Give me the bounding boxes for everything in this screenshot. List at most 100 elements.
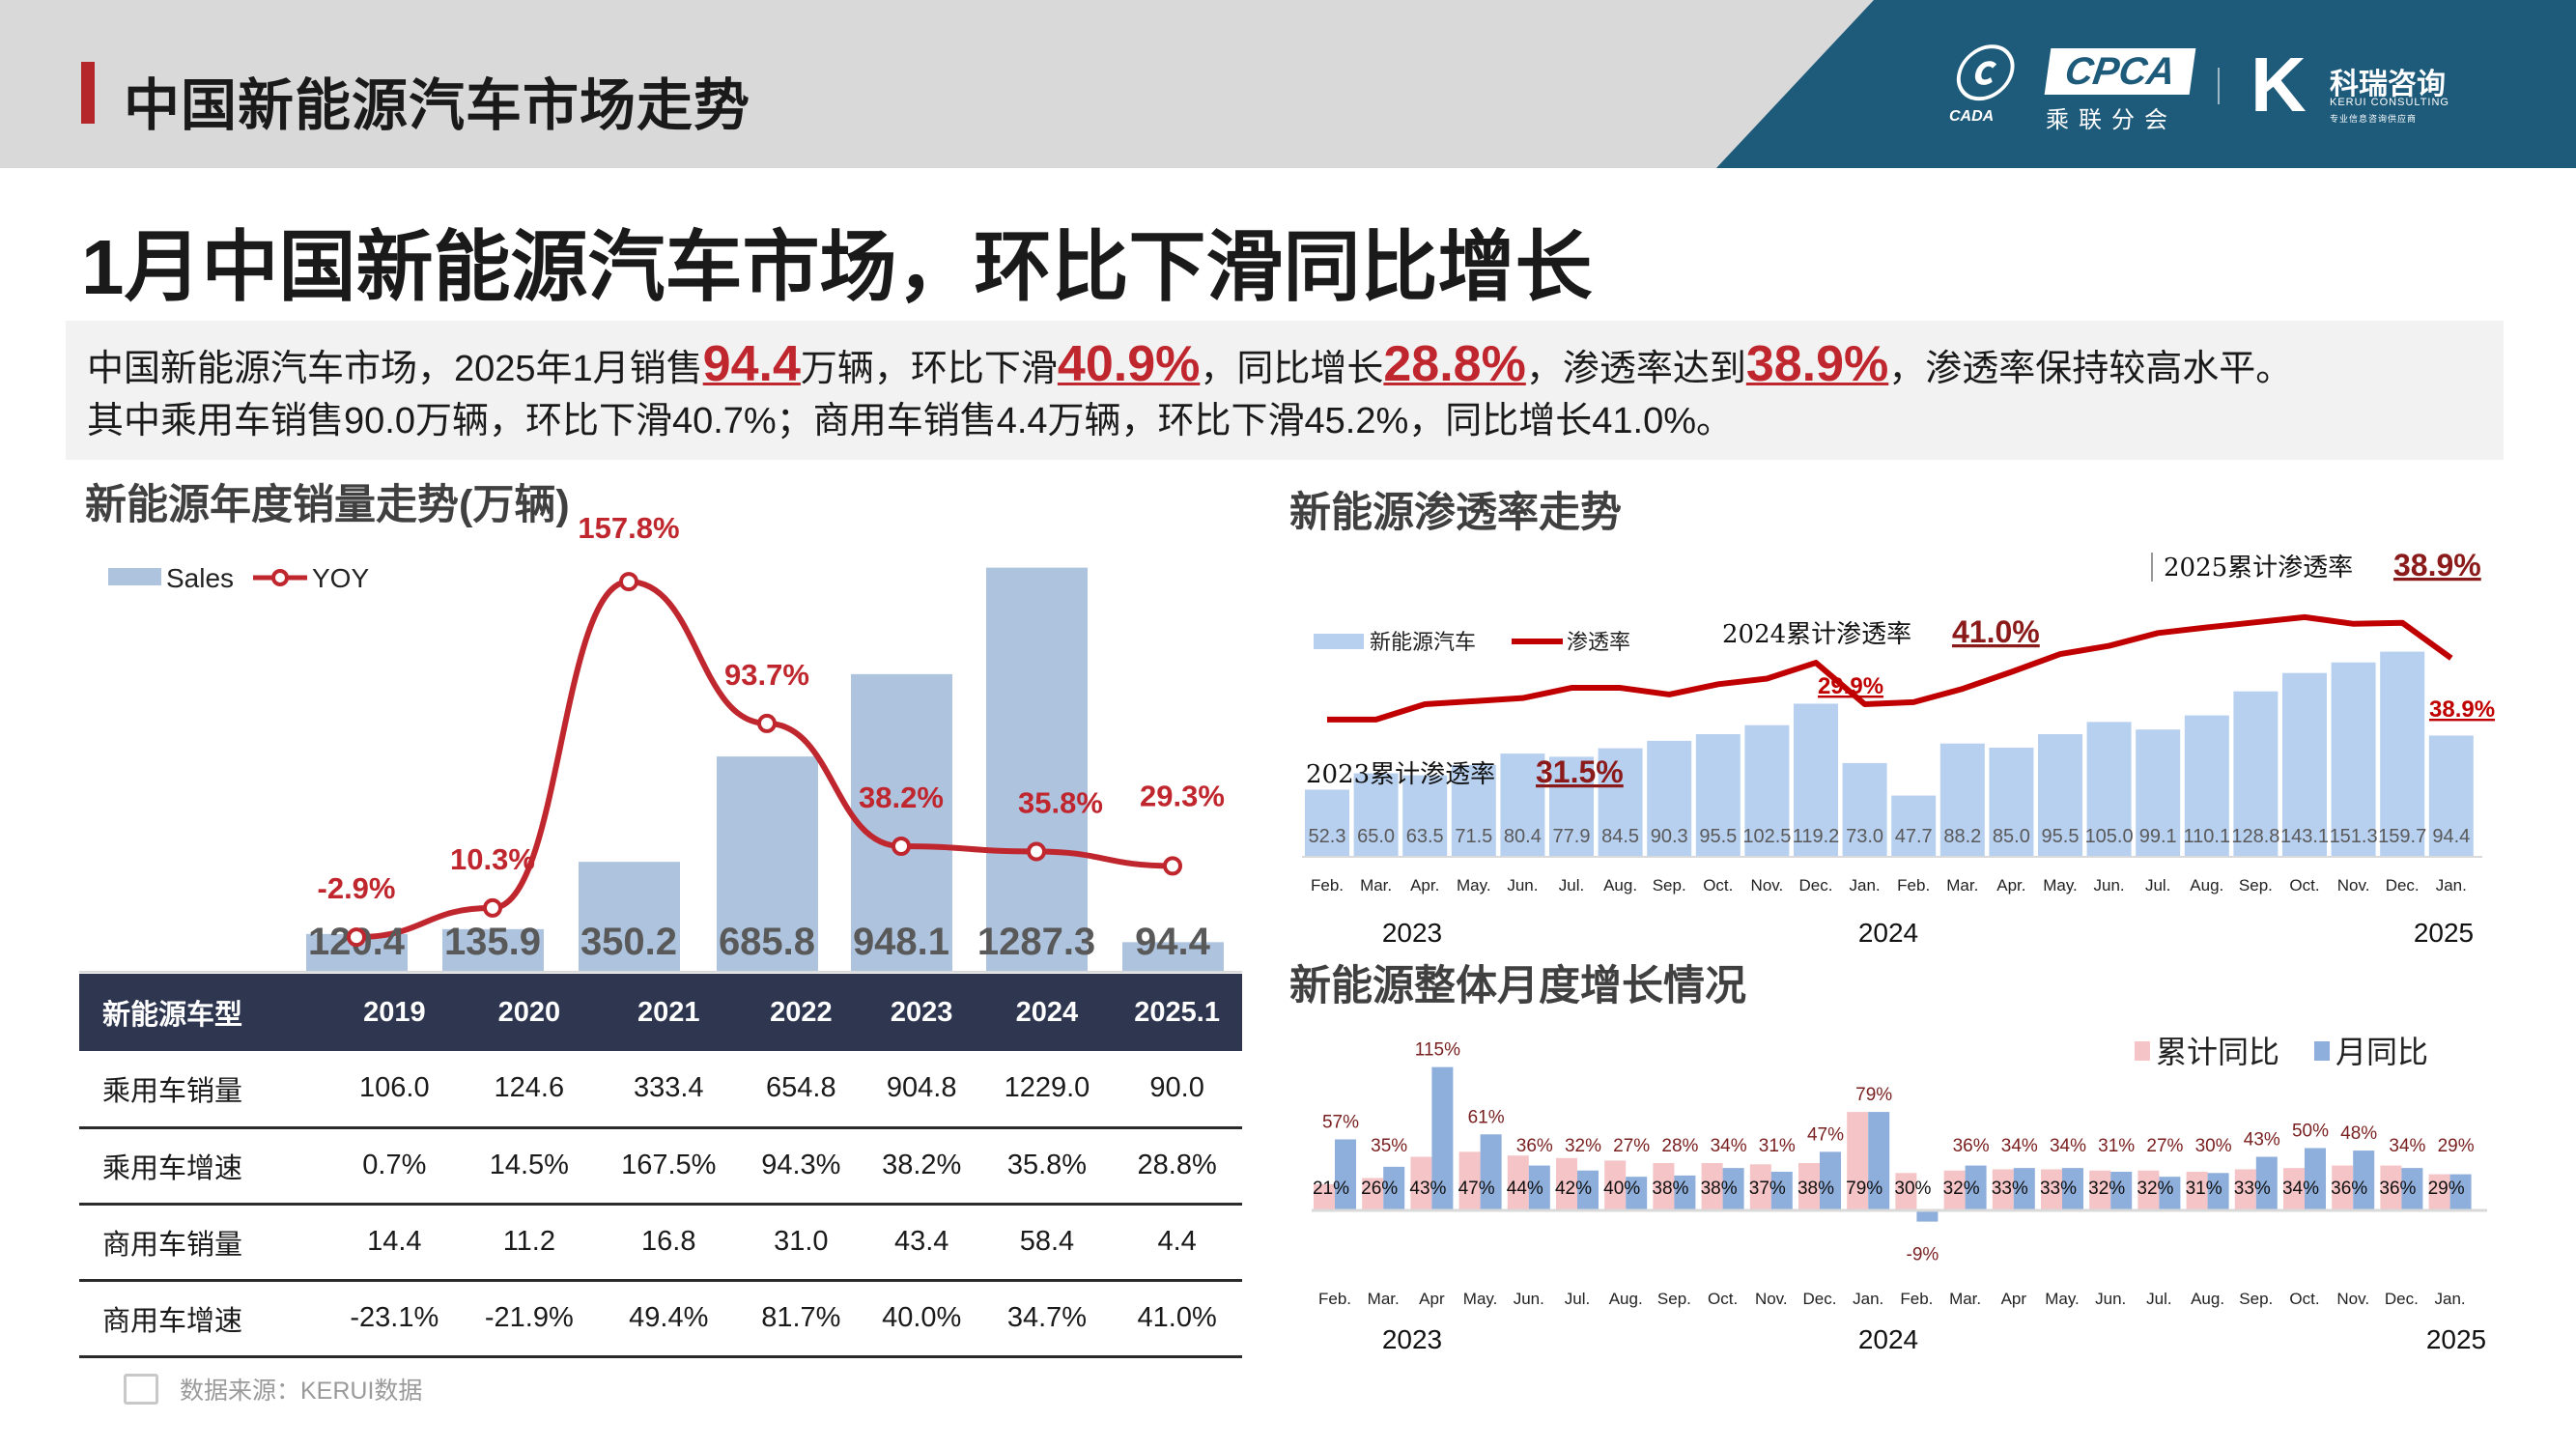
table-cell: 4.4 [1112,1204,1242,1282]
sales-table: 新能源车型 2019 2020 2021 2022 2023 2024 2025.1 乘用车销… [79,974,1242,1358]
penetration-jan24-label: 29.9% [1818,673,1883,699]
month-label: Apr. [1410,876,1439,895]
month-label: Jan. [1853,1290,1883,1308]
monthly-yoy-bar [1577,1170,1599,1210]
monthly-yoy-label: 36% [1953,1136,1990,1156]
table-cell: 90.0 [1112,1051,1242,1129]
summary-highlight-yoy: 28.8% [1383,336,1526,392]
month-label: Nov. [2336,1290,2369,1308]
cumulative-yoy-bar [1314,1183,1335,1210]
vehicle-bar [2086,722,2132,857]
calendar-icon [124,1374,158,1405]
monthly-yoy-bar [2159,1177,2181,1210]
vehicle-bar-label: 71.5 [1455,826,1492,847]
table-header-cell: 2025.1 [1112,974,1242,1051]
month-label: Jul. [1565,1290,1590,1308]
vehicle-bar [2380,651,2425,857]
monthly-yoy-label: 35% [1371,1136,1407,1156]
summary-highlight-sales: 94.4 [702,336,801,392]
vehicle-bar-label: 119.2 [1793,826,1840,847]
cumulative-yoy-bar [1749,1164,1771,1210]
month-label: Feb. [1318,1290,1351,1308]
table-cell: 106.0 [326,1051,463,1129]
legend-vehicle-label: 新能源汽车 [1370,630,1476,654]
yoy-label: 157.8% [578,511,679,545]
month-label: Oct. [1703,876,1733,895]
sales-label: 135.9 [444,921,541,963]
month-label: Oct. [2289,876,2319,895]
monthly-yoy-label: 30% [2195,1136,2232,1156]
month-label: Oct. [2289,1290,2319,1308]
annotation-2024-value: 41.0% [1952,614,2040,649]
monthly-yoy-bar [1722,1168,1744,1210]
table-cell: 904.8 [861,1051,982,1129]
annotation-2023-text: 2023累计渗透率 [1306,760,1495,789]
yoy-marker [757,713,777,733]
header-title: 中国新能源汽车市场走势 [124,74,751,137]
month-label: Jun. [2095,1290,2126,1308]
penetration-chart-title: 新能源渗透率走势 [1289,490,1622,536]
sales-bar [442,928,544,972]
table-header-row: 新能源车型 2019 2020 2021 2022 2023 2024 2025.1 [79,974,1242,1051]
annotation-2024-text: 2024累计渗透率 [1722,620,1911,649]
monthly-yoy-label: 43% [2244,1130,2280,1151]
table-cell: -21.9% [462,1280,597,1358]
cumulative-yoy-bar [1653,1162,1675,1210]
month-label: Apr [2001,1290,2027,1308]
month-label: Jul. [2146,1290,2171,1308]
vehicle-bar-label: 47.7 [1895,826,1933,847]
sales-bar [717,756,818,972]
monthly-yoy-bar [1868,1112,1890,1210]
table-header-cell: 新能源车型 [79,974,327,1051]
vehicle-bar [1842,762,1887,857]
kerui-logo-sub: 专业信息咨询供应商 [2330,114,2418,124]
annual-sales-chart-title: 新能源年度销量走势(万辆) [85,482,570,528]
table-cell: 11.2 [462,1204,597,1282]
month-label: Mar. [1360,876,1392,895]
legend-monthly-swatch [2314,1041,2330,1061]
month-label: Jun. [1507,876,1538,895]
month-label: Aug. [1603,876,1637,895]
table-cell: 58.4 [981,1204,1113,1282]
table-cell: -23.1% [326,1280,463,1358]
table-header-cell: 2023 [861,974,982,1051]
monthly-yoy-label: 61% [1468,1107,1505,1127]
sales-bar [851,673,952,972]
penetration-line [1327,613,2453,723]
month-label: Nov. [2337,876,2370,895]
table-row-label: 商用车销量 [79,1204,327,1282]
vehicle-bar-label: 95.5 [1699,826,1737,847]
legend-monthly-label: 月同比 [2335,1035,2428,1069]
vehicle-bar-label: 99.1 [2139,826,2177,847]
table-cell: 34.7% [981,1280,1113,1358]
cumulative-yoy-bar [2380,1165,2402,1210]
vehicle-bar-label: 159.7 [2378,826,2426,847]
sales-label: 350.2 [580,921,677,963]
monthly-yoy-label: 57% [1322,1112,1359,1132]
monthly-yoy-label: 34% [2050,1136,2086,1156]
vehicle-bar [1402,775,1448,857]
month-label: Jan. [2436,876,2467,895]
monthly-yoy-bar [2401,1168,2423,1210]
table-cell: 38.2% [861,1127,982,1206]
table-cell: 43.4 [861,1204,982,1282]
vehicle-bar [1353,773,1399,857]
table-cell: 167.5% [596,1127,741,1206]
month-label: May. [1463,1290,1498,1308]
month-label: Sep. [1653,876,1686,895]
monthly-yoy-bar [2255,1156,2278,1210]
summary-text: ，渗透率保持较高水平。 [1888,349,2293,389]
yoy-label: 10.3% [450,842,535,876]
table-header-cell: 2022 [740,974,862,1051]
month-label: Mar. [1368,1290,1400,1308]
cumulative-yoy-label: 38% [1701,1179,1738,1199]
vehicle-bar [2184,715,2229,857]
monthly-yoy-bar [1965,1165,1987,1210]
annotation-2025-value: 38.9% [2393,548,2481,582]
monthly-yoy-label: 48% [2340,1123,2377,1144]
monthly-yoy-bar [2305,1148,2326,1210]
vehicle-bar-label: 94.4 [2432,826,2470,847]
table-header-cell: 2020 [462,974,597,1051]
vehicle-bar [2282,672,2327,857]
